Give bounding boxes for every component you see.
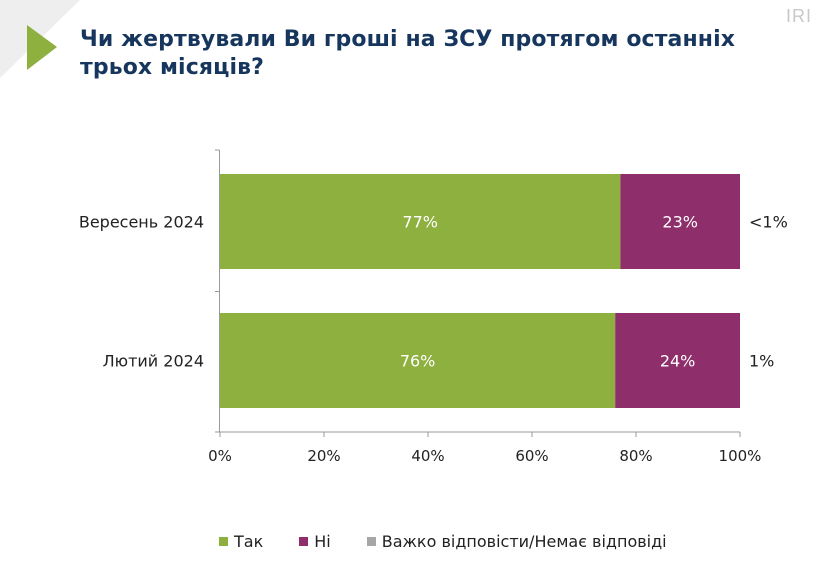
data-label: 76%: [400, 352, 436, 371]
legend-swatch: [219, 537, 228, 546]
stacked-bar-chart: 0% 20% 40% 60% 80% 100% Вересень 2024 77% 23% <1%…: [79, 149, 788, 465]
data-label: 77%: [402, 213, 438, 232]
x-tick-label: 20%: [307, 447, 340, 465]
data-label: 24%: [660, 352, 696, 371]
data-label: 23%: [662, 213, 698, 232]
category-label: Вересень 2024: [79, 213, 204, 232]
legend-label: Ні: [314, 532, 331, 551]
legend-label: Важко відповісти/Немає відповіді: [381, 532, 667, 551]
bar-segment: [615, 313, 740, 408]
data-label: <1%: [749, 213, 788, 232]
legend-swatch: [299, 537, 309, 546]
page-title: Чи жертвували Ви гроші на ЗСУ протягом о…: [80, 27, 736, 80]
legend-item: Важко відповісти/Немає відповіді: [366, 532, 667, 551]
data-label: 1%: [749, 352, 774, 371]
x-tick-label: 60%: [515, 447, 548, 465]
iri-logo: IRI: [785, 6, 812, 26]
x-tick-label: 0%: [208, 447, 232, 465]
corner-decoration: [0, 0, 80, 78]
chart-legend: Так Ні Важко відповісти/Немає відповіді: [219, 532, 703, 551]
bar-segment: [620, 174, 740, 269]
legend-label: Так: [234, 532, 264, 551]
bar-segment: [220, 313, 616, 408]
bar-segment: [220, 174, 621, 269]
x-tick-label: 80%: [619, 447, 652, 465]
category-label: Лютий 2024: [103, 352, 204, 371]
legend-item: Ні: [299, 532, 331, 551]
legend-item: Так: [219, 532, 263, 551]
x-tick-label: 100%: [719, 447, 762, 465]
x-tick-label: 40%: [411, 447, 444, 465]
legend-swatch: [366, 537, 376, 546]
